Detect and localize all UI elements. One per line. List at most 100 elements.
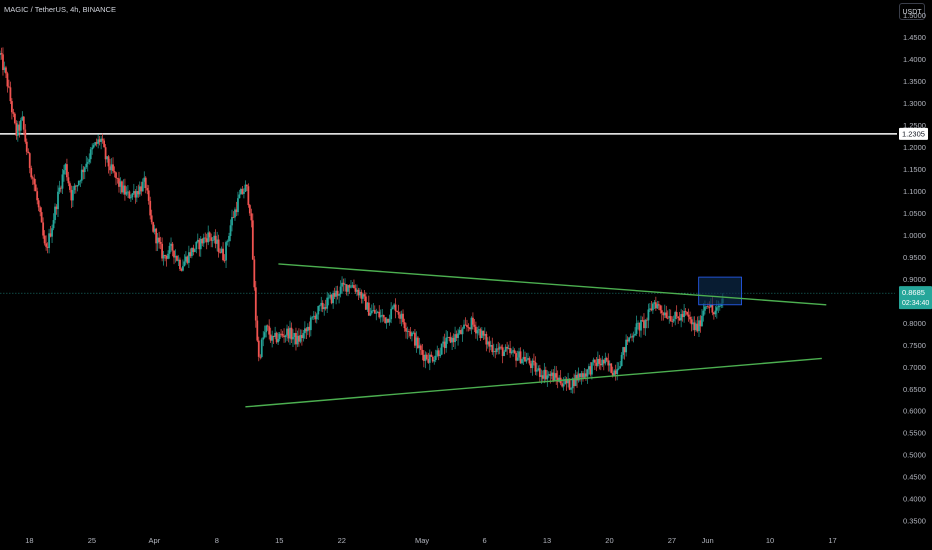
candle-body bbox=[245, 184, 248, 187]
candle-body bbox=[336, 290, 339, 296]
last-price-text: 0.8685 bbox=[902, 288, 925, 297]
candle-body bbox=[668, 316, 671, 318]
candle-body bbox=[95, 142, 98, 144]
candle-body bbox=[311, 316, 314, 318]
candle-series bbox=[0, 47, 724, 394]
candle-body bbox=[607, 360, 610, 366]
candle-body bbox=[237, 198, 239, 213]
candle-body bbox=[567, 378, 570, 384]
candle-body bbox=[330, 294, 333, 304]
candle-body bbox=[555, 373, 558, 378]
candle-body bbox=[378, 311, 381, 318]
candle-body bbox=[112, 164, 114, 172]
candle-body bbox=[309, 317, 312, 331]
candle-body bbox=[211, 240, 214, 241]
candle-body bbox=[360, 291, 363, 299]
candle-body bbox=[240, 189, 242, 195]
candle-body bbox=[571, 378, 574, 389]
candle-body bbox=[583, 373, 586, 378]
candle-body bbox=[138, 186, 141, 195]
candle-body bbox=[266, 325, 269, 327]
time-axis[interactable]: 18 25 Apr 8 15 22 May 6 13 20 27 Jun 10 17 bbox=[25, 536, 836, 545]
candle-body bbox=[320, 302, 323, 306]
candle-body bbox=[515, 353, 517, 361]
candle-body bbox=[415, 337, 418, 346]
candle-body bbox=[651, 303, 654, 311]
time-tick-label: 22 bbox=[338, 536, 346, 545]
candle-body bbox=[451, 337, 454, 343]
candle-body bbox=[641, 320, 644, 321]
candle-body bbox=[480, 330, 483, 339]
trendline-upper[interactable] bbox=[278, 263, 827, 306]
candle-body bbox=[153, 228, 156, 232]
candle-body bbox=[439, 354, 442, 357]
candle-body bbox=[653, 302, 656, 304]
candle-body bbox=[283, 335, 285, 338]
candle-body bbox=[610, 363, 613, 373]
candle-body bbox=[454, 334, 456, 343]
candle-body bbox=[620, 354, 623, 367]
candle-body bbox=[616, 369, 619, 375]
candle-body bbox=[88, 159, 91, 163]
candle-body bbox=[150, 215, 153, 223]
candle-body bbox=[530, 363, 532, 369]
currency-button[interactable]: USDT bbox=[899, 3, 925, 20]
candle-body bbox=[280, 333, 282, 335]
candle-body bbox=[301, 335, 303, 339]
candle-body bbox=[534, 362, 537, 372]
candle-body bbox=[663, 312, 666, 316]
candle-body bbox=[488, 341, 491, 347]
price-axis[interactable]: 1.5000 1.4500 1.4000 1.3500 1.3000 1.2500 1.20… bbox=[903, 11, 926, 526]
candle-body bbox=[509, 348, 512, 354]
candle-body bbox=[646, 319, 648, 321]
candle-body bbox=[635, 323, 638, 334]
candle-body bbox=[101, 138, 104, 141]
candle-body bbox=[650, 308, 653, 311]
candle-body bbox=[341, 282, 343, 287]
candle-body bbox=[234, 209, 236, 218]
candle-body bbox=[394, 304, 397, 312]
candle-body bbox=[390, 308, 393, 320]
trendline-lower[interactable] bbox=[245, 357, 822, 408]
candle-body bbox=[492, 351, 495, 353]
price-tick-label: 0.4500 bbox=[903, 473, 926, 482]
candle-body bbox=[552, 372, 555, 381]
time-tick-label: 25 bbox=[88, 536, 96, 545]
candle-body bbox=[436, 350, 439, 356]
candle-body bbox=[104, 147, 107, 160]
candle-body bbox=[52, 220, 55, 229]
level-badge-text: 1.2305 bbox=[902, 130, 925, 139]
candle-body bbox=[265, 325, 268, 333]
candle-body bbox=[521, 359, 523, 364]
candle-body bbox=[162, 254, 165, 259]
candle-body bbox=[271, 335, 274, 341]
price-tick-label: 0.8000 bbox=[903, 319, 926, 328]
candle-body bbox=[315, 314, 318, 320]
breakout-box[interactable] bbox=[698, 276, 742, 306]
candle-body bbox=[654, 302, 657, 309]
candle-body bbox=[643, 320, 645, 329]
candle-body bbox=[442, 341, 445, 344]
candle-body bbox=[54, 206, 56, 221]
candle-body bbox=[381, 314, 384, 316]
candle-body bbox=[686, 311, 688, 315]
countdown-text: 02:34:40 bbox=[902, 300, 929, 307]
candle-body bbox=[76, 185, 79, 187]
candle-body bbox=[143, 177, 146, 182]
candle-body bbox=[512, 350, 514, 352]
candle-body bbox=[344, 284, 346, 286]
candle-body bbox=[338, 294, 340, 296]
candle-body bbox=[637, 322, 639, 324]
candle-body bbox=[13, 113, 16, 124]
candle-body bbox=[286, 328, 288, 336]
candle-body bbox=[129, 197, 132, 199]
candle-body bbox=[329, 294, 332, 298]
candle-body bbox=[231, 217, 233, 226]
candle-body bbox=[543, 369, 546, 379]
candle-body bbox=[693, 322, 696, 331]
candle-body bbox=[669, 316, 672, 322]
candle-body bbox=[83, 167, 86, 173]
candle-body bbox=[170, 243, 172, 246]
trendlines[interactable] bbox=[245, 263, 827, 408]
